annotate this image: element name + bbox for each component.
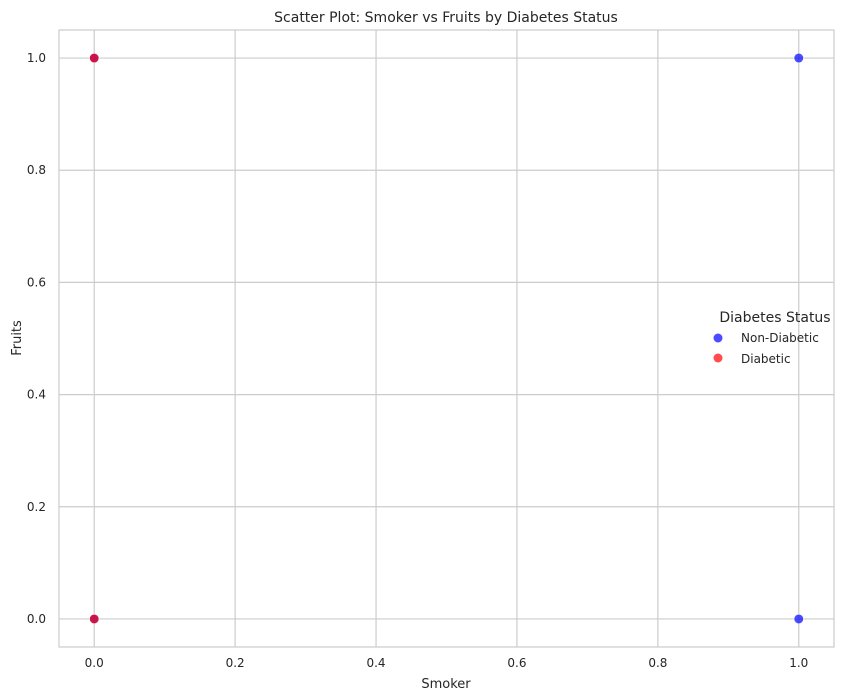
x-tick-label: 0.8 — [648, 656, 667, 670]
tick-labels: 0.0 0.2 0.4 0.6 0.8 1.0 0.0 0.2 0.4 0.6 0.8 1.0 — [27, 51, 808, 670]
plot-area — [58, 29, 835, 648]
legend-entry-diabetic: Diabetic — [713, 352, 791, 366]
y-tick-label: 0.0 — [27, 612, 46, 626]
legend-title: Diabetes Status — [719, 310, 830, 326]
grid-lines — [59, 30, 834, 647]
data-points — [89, 52, 804, 625]
data-point-diabetic — [89, 52, 100, 64]
x-tick-label: 0.6 — [507, 656, 526, 670]
data-point-diabetic — [89, 613, 100, 625]
y-tick-label: 0.4 — [27, 388, 46, 402]
x-tick-label: 0.2 — [226, 656, 245, 670]
chart-title: Scatter Plot: Smoker vs Fruits by Diabet… — [274, 10, 618, 26]
x-axis-label: Smoker — [421, 677, 471, 692]
x-tick-label: 0.0 — [85, 656, 104, 670]
legend-label-non-diabetic: Non-Diabetic — [741, 331, 819, 345]
y-tick-label: 1.0 — [27, 51, 46, 65]
y-axis-label: Fruits — [10, 320, 25, 356]
x-tick-label: 0.4 — [366, 656, 385, 670]
legend-entry-non-diabetic: Non-Diabetic — [713, 331, 819, 345]
y-tick-label: 0.2 — [27, 500, 46, 514]
y-tick-label: 0.8 — [27, 163, 46, 177]
legend-marker-diabetic — [713, 353, 723, 363]
legend-label-diabetic: Diabetic — [741, 352, 791, 366]
x-tick-label: 1.0 — [789, 656, 808, 670]
data-point-non-diabetic — [793, 613, 804, 625]
legend-marker-non-diabetic — [713, 333, 723, 343]
y-tick-label: 0.6 — [27, 275, 46, 289]
data-point-non-diabetic — [793, 52, 804, 64]
legend: Diabetes Status Non-Diabetic Diabetic — [713, 310, 831, 366]
